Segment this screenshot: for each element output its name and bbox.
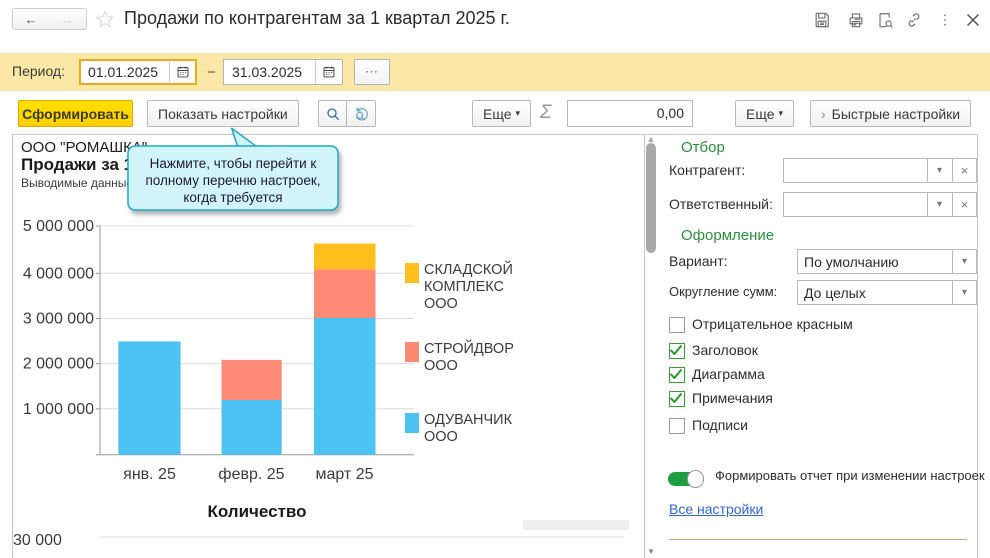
svg-text:3 000 000: 3 000 000 [23,311,94,328]
svg-text:февр. 25: февр. 25 [218,466,284,483]
svg-text:Количество: Количество [207,502,306,521]
svg-text:янв. 25: янв. 25 [123,466,176,483]
svg-text:2 000 000: 2 000 000 [23,356,94,373]
svg-text:4 000 000: 4 000 000 [23,265,94,282]
svg-text:5 000 000: 5 000 000 [23,218,94,235]
svg-text:март 25: март 25 [315,466,373,483]
svg-text:1 000 000: 1 000 000 [23,401,94,418]
svg-text:30 000: 30 000 [13,532,62,549]
